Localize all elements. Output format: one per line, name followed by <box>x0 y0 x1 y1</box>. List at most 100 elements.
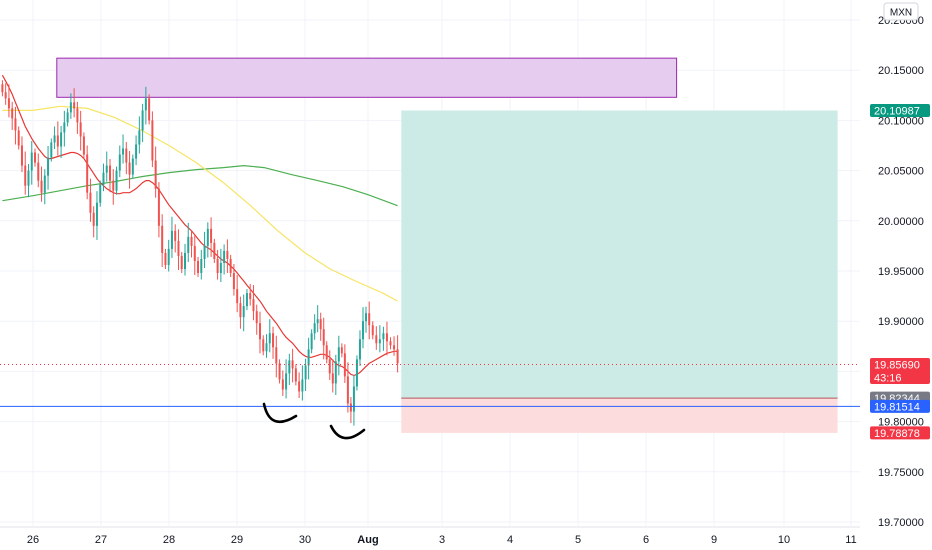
x-tick-label: 26 <box>27 534 39 546</box>
supply-zone <box>56 57 678 98</box>
candle-body-113 <box>365 313 368 322</box>
candle-body-15 <box>50 142 53 158</box>
candle-body-31 <box>102 172 105 185</box>
candle-body-36 <box>118 154 121 171</box>
candle-body-7 <box>24 165 27 186</box>
price-badge-label: 19.85690 <box>874 359 920 371</box>
y-tick-label: 20.05000 <box>878 166 924 178</box>
candle-body-28 <box>92 212 95 226</box>
candle-body-43 <box>141 110 144 131</box>
candle-body-94 <box>307 349 310 366</box>
candle-body-34 <box>112 180 115 191</box>
x-tick-label: 5 <box>575 534 581 546</box>
candle-body-25 <box>82 136 85 155</box>
y-tick-label: 19.90000 <box>878 316 924 328</box>
price-badge-1 <box>870 357 930 384</box>
target-zone <box>401 110 838 399</box>
candle-body-97 <box>316 319 319 324</box>
x-tick-label: Aug <box>357 534 378 546</box>
currency-label: MXN <box>890 8 912 19</box>
candle-body-80 <box>262 339 265 352</box>
currency-label-box[interactable]: MXN <box>883 2 919 21</box>
candle-body-20 <box>66 112 69 123</box>
candle-body-59 <box>193 245 196 261</box>
candle-body-8 <box>27 170 30 186</box>
y-tick-label: 20.00000 <box>878 216 924 228</box>
price-axis[interactable]: 20.2000020.1500020.1000020.0500020.00000… <box>878 15 924 529</box>
candle-body-109 <box>352 386 355 412</box>
candle-body-105 <box>340 347 343 354</box>
candle-body-23 <box>76 108 79 123</box>
x-tick-label: 3 <box>439 534 445 546</box>
candle-body-70 <box>229 258 232 274</box>
candle-body-22 <box>73 102 76 109</box>
candle-body-90 <box>294 368 297 382</box>
candle-body-84 <box>275 347 278 364</box>
candle-body-16 <box>53 135 56 143</box>
candle-body-115 <box>371 325 374 336</box>
candle-body-4 <box>14 118 17 131</box>
candle-body-50 <box>164 252 167 265</box>
candle-body-86 <box>281 379 284 390</box>
price-badge-label: 19.78878 <box>874 428 920 440</box>
candle-body-82 <box>268 333 271 344</box>
price-badge-4 <box>870 426 930 440</box>
candle-body-91 <box>298 381 301 392</box>
candle-body-92 <box>301 379 304 392</box>
x-tick-label: 30 <box>299 534 311 546</box>
candle-body-69 <box>226 250 229 259</box>
price-lines <box>0 363 860 407</box>
price-badge-label: 20.10987 <box>874 105 920 117</box>
candle-body-41 <box>135 144 138 159</box>
candle-body-104 <box>337 347 340 362</box>
candle-body-68 <box>223 250 226 263</box>
candle-body-58 <box>190 236 193 246</box>
candle-body-111 <box>358 339 361 360</box>
candle-body-52 <box>170 230 173 249</box>
time-axis[interactable]: 26 27 28 29 30 Aug 3 4 5 6 9 10 11 <box>0 526 860 546</box>
candle-body-67 <box>219 262 222 274</box>
y-tick-label: 20.10000 <box>878 115 924 127</box>
x-tick-label: 11 <box>845 534 856 546</box>
candle-body-0 <box>1 84 4 93</box>
candle-body-110 <box>355 359 358 387</box>
candle-body-64 <box>210 228 213 243</box>
candle-body-85 <box>278 363 281 380</box>
candle-body-74 <box>242 306 245 318</box>
candle-body-35 <box>115 170 118 191</box>
candle-body-21 <box>69 102 72 113</box>
candle-body-88 <box>288 360 291 374</box>
candle-body-119 <box>385 333 388 342</box>
candle-body-103 <box>334 361 337 384</box>
candle-body-107 <box>346 376 349 404</box>
candle-body-114 <box>368 313 371 326</box>
candle-body-46 <box>151 120 154 161</box>
candle-body-37 <box>122 148 125 155</box>
price-badge-countdown: 43:16 <box>874 372 902 384</box>
candle-body-11 <box>37 162 40 181</box>
candle-body-99 <box>322 329 325 346</box>
double-bottom-arc-1 <box>262 402 298 424</box>
candle-body-72 <box>236 289 239 304</box>
candle-body-75 <box>245 293 248 307</box>
candle-body-76 <box>249 293 252 300</box>
candle-body-26 <box>86 154 89 193</box>
candle-body-5 <box>17 130 20 146</box>
y-tick-label: 19.80000 <box>878 417 924 429</box>
candle-body-45 <box>148 98 151 121</box>
candle-body-17 <box>56 135 59 147</box>
candle-body-108 <box>349 403 352 412</box>
zones <box>56 57 838 433</box>
candle-body-78 <box>255 311 258 324</box>
y-tick-label: 19.75000 <box>878 467 924 479</box>
candle-body-81 <box>265 343 268 352</box>
candle-body-53 <box>174 230 177 241</box>
candle-body-29 <box>95 202 98 226</box>
y-tick-label: 19.95000 <box>878 266 924 278</box>
double-bottom-arc-2 <box>329 424 366 440</box>
candle-body-3 <box>11 108 14 119</box>
candle-body-6 <box>20 145 23 166</box>
candle-body-62 <box>203 245 206 259</box>
candle-body-100 <box>325 345 328 360</box>
